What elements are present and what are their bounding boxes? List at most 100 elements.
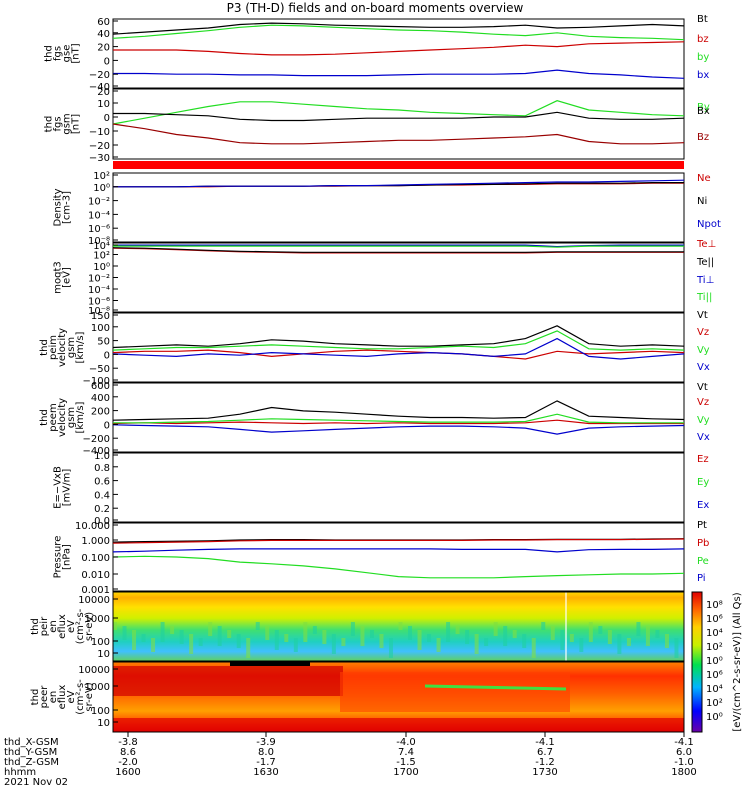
y-tick-label: 40	[97, 29, 110, 40]
y-tick-label: −100	[83, 376, 110, 387]
colorbar-label: [eV/(cm^2-s-sr-eV)] (All Qs)	[732, 592, 743, 731]
x-tick-label: 6.7	[537, 747, 553, 758]
y-tick-label: 1.000	[81, 536, 110, 547]
spectrogram-texture	[408, 626, 413, 640]
y-tick-label: 0.010	[81, 570, 110, 581]
series-line-vz	[112, 349, 685, 360]
spectrogram-texture	[160, 622, 165, 642]
y-tick-label: 10⁰	[93, 262, 110, 273]
legend-ti: Ti⊥	[696, 275, 714, 286]
spectrogram-texture	[322, 630, 327, 644]
spectrogram-texture	[455, 626, 460, 634]
spectrogram-texture	[189, 634, 194, 654]
panel-frame	[112, 452, 685, 523]
spectrogram-texture	[626, 638, 631, 646]
y-tick-label: 1000	[85, 614, 110, 625]
y-axis-label: sr-eV)	[84, 682, 95, 711]
spectrogram-texture	[179, 630, 184, 644]
spectrogram-texture	[284, 634, 289, 642]
spectrogram-texture	[531, 638, 536, 658]
y-axis-label: thd	[39, 409, 50, 426]
y-tick-label: 10⁰	[93, 183, 110, 194]
y-axis-label: Pressure	[53, 536, 64, 579]
y-tick-label: 150	[91, 311, 110, 322]
y-axis-label: eV	[66, 620, 77, 633]
spectrogram-texture	[379, 634, 384, 648]
spectrogram-texture	[293, 638, 298, 652]
spectrogram-texture	[198, 638, 203, 646]
x-axis-row-label: thd_X-GSM	[4, 737, 59, 748]
spectrogram-texture	[436, 638, 441, 652]
y-tick-label: 10.000	[75, 521, 110, 532]
y-tick-label: 0	[104, 350, 110, 361]
x-tick-label: 7.4	[398, 747, 414, 758]
panel-frame	[112, 88, 685, 160]
y-tick-label: −10	[89, 127, 110, 138]
y-axis-label: eV	[66, 690, 77, 703]
spectrogram-texture	[113, 718, 684, 732]
colorbar-scale	[691, 591, 703, 733]
x-tick-label: 1800	[671, 767, 696, 778]
y-tick-label: 10	[97, 99, 110, 110]
y-tick-label: 0.0	[94, 516, 110, 527]
spectrogram-texture	[113, 622, 117, 630]
x-axis-row-label: thd_Z-GSM	[4, 757, 59, 768]
y-axis-label: peem	[48, 403, 59, 431]
legend-vx: Vx	[697, 432, 710, 443]
y-tick-label: 0.100	[81, 553, 110, 564]
spectrogram-texture	[474, 634, 479, 654]
legend-te: Te⊥	[696, 239, 716, 250]
x-tick-label: 1730	[532, 767, 557, 778]
spectrogram-texture	[550, 626, 555, 640]
x-tick-label: -4.1	[674, 737, 694, 748]
y-axis-label: peir	[39, 616, 50, 636]
y-tick-label: 0.2	[94, 504, 110, 515]
y-axis-label: [cm-3]	[62, 191, 73, 224]
series-line-vt	[112, 325, 685, 349]
spectrogram-texture	[236, 634, 241, 648]
legend-vz: Vz	[697, 327, 709, 338]
spectrogram-texture	[141, 634, 146, 642]
y-axis-label: velocity	[57, 398, 68, 437]
legend-ti: Ti||	[696, 292, 712, 303]
y-tick-label: 10⁻⁸	[88, 236, 110, 247]
x-axis: thd_X-GSM -3.8 -3.9 -4.0 -4.1 -4.1 thd_Y-GSM 8.…	[4, 732, 697, 788]
x-tick-label: -1.0	[674, 757, 694, 768]
y-tick-label: 10⁻⁶	[88, 224, 110, 235]
x-tick-label: -4.1	[535, 737, 555, 748]
spectrogram-texture	[350, 622, 355, 636]
x-tick-label: -1.5	[396, 757, 416, 768]
series-line-by	[112, 24, 685, 41]
spectrogram-texture	[446, 622, 451, 642]
y-tick-label: 0.8	[94, 463, 110, 474]
legend-te: Te||	[696, 257, 714, 268]
y-tick-label: 200	[91, 407, 110, 418]
series-line-vy	[113, 413, 684, 424]
colorbar-tick: 10⁰	[706, 656, 723, 667]
spectrogram-texture	[341, 638, 346, 646]
spectrogram-texture	[274, 630, 279, 650]
spectrogram-texture	[303, 622, 308, 642]
chart-title: P3 (TH-D) fields and on-board moments ov…	[226, 1, 524, 15]
y-tick-label: 600	[91, 381, 110, 392]
separator-bar	[113, 161, 684, 169]
spectrogram-texture	[246, 638, 251, 658]
series-line-vx	[112, 424, 685, 435]
legend-vz: Vz	[697, 397, 709, 408]
y-axis-label: [eV]	[62, 267, 73, 288]
y-axis-label: en	[48, 620, 59, 633]
y-tick-label: 20	[97, 43, 110, 54]
panel-8: 10.000 1.000 0.100 0.010 0.001 Pressure[nPa] P…	[53, 520, 710, 596]
legend-pt: Pt	[697, 520, 707, 531]
colorbar-tick: 10⁴	[706, 628, 723, 639]
y-axis-label: gsm	[66, 337, 77, 358]
spectrogram-texture	[369, 630, 374, 638]
y-tick-label: −20	[89, 70, 110, 81]
y-axis-label: (cm²-s-	[75, 679, 86, 715]
y-tick-label: 100	[91, 637, 110, 648]
spectrogram-texture	[484, 638, 489, 646]
data-gap	[230, 662, 310, 666]
y-axis-label: gse	[62, 45, 73, 63]
x-tick-label: 6.0	[676, 747, 692, 758]
